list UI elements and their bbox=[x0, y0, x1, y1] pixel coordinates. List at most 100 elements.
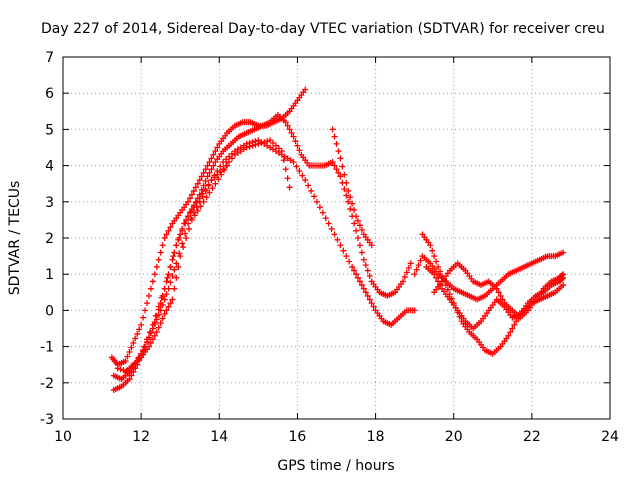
data-point bbox=[442, 282, 449, 289]
data-point bbox=[199, 190, 206, 197]
y-tick-label: 4 bbox=[45, 159, 54, 175]
data-point bbox=[296, 168, 303, 175]
series-10 bbox=[431, 260, 567, 321]
data-point bbox=[366, 273, 373, 280]
data-point bbox=[151, 332, 158, 339]
data-point bbox=[353, 271, 360, 278]
data-point bbox=[165, 271, 172, 278]
data-point bbox=[171, 285, 178, 292]
data-point bbox=[560, 282, 567, 289]
data-point bbox=[144, 300, 151, 307]
data-point bbox=[356, 242, 363, 249]
data-point bbox=[136, 326, 143, 333]
data-point bbox=[158, 294, 165, 301]
y-tick-label: 2 bbox=[45, 231, 54, 247]
data-point bbox=[411, 271, 418, 278]
data-point bbox=[507, 329, 514, 336]
data-point bbox=[155, 324, 162, 331]
data-point bbox=[347, 194, 354, 201]
data-point bbox=[212, 180, 219, 187]
data-point bbox=[343, 192, 350, 199]
series-4 bbox=[114, 137, 293, 375]
data-point bbox=[364, 292, 371, 299]
data-point bbox=[347, 206, 354, 213]
data-point bbox=[325, 220, 332, 227]
data-point bbox=[188, 216, 195, 223]
data-point bbox=[161, 235, 168, 241]
data-point bbox=[220, 158, 227, 165]
data-point bbox=[167, 224, 174, 231]
data-point bbox=[333, 140, 340, 147]
data-point bbox=[345, 187, 352, 194]
y-tick-label: 3 bbox=[45, 195, 54, 211]
data-point bbox=[140, 314, 147, 321]
data-point bbox=[190, 209, 197, 216]
data-point bbox=[149, 278, 156, 285]
data-point bbox=[328, 225, 335, 232]
data-point bbox=[341, 186, 348, 193]
data-point bbox=[280, 157, 287, 164]
data-point bbox=[351, 206, 358, 213]
data-point bbox=[353, 213, 360, 220]
data-point bbox=[429, 247, 436, 254]
data-point bbox=[208, 155, 215, 162]
data-point bbox=[155, 256, 162, 263]
data-point bbox=[308, 187, 315, 194]
data-point bbox=[152, 312, 159, 319]
data-point bbox=[147, 285, 154, 292]
data-point bbox=[169, 273, 176, 280]
data-point bbox=[151, 271, 158, 278]
data-point bbox=[218, 171, 225, 178]
data-point bbox=[433, 258, 440, 265]
data-point bbox=[368, 242, 375, 249]
data-point bbox=[331, 162, 338, 169]
data-point bbox=[165, 227, 172, 234]
data-point bbox=[343, 253, 350, 260]
data-point bbox=[167, 263, 174, 270]
data-point bbox=[180, 244, 187, 251]
data-point bbox=[186, 225, 193, 232]
data-point bbox=[299, 172, 306, 179]
data-point bbox=[202, 186, 209, 193]
series-6 bbox=[329, 126, 375, 249]
data-point bbox=[258, 139, 265, 146]
y-tick-label: -1 bbox=[40, 340, 54, 356]
data-point bbox=[345, 198, 352, 205]
data-point bbox=[349, 263, 356, 270]
data-point bbox=[284, 122, 291, 129]
data-point bbox=[337, 155, 344, 162]
data-point bbox=[206, 169, 213, 176]
data-point bbox=[159, 242, 166, 249]
data-point bbox=[146, 329, 153, 336]
data-point bbox=[495, 289, 502, 296]
data-point bbox=[204, 173, 211, 180]
data-point bbox=[163, 291, 170, 298]
data-point bbox=[159, 315, 166, 322]
data-point bbox=[296, 147, 303, 154]
data-point bbox=[153, 316, 160, 323]
data-point bbox=[351, 220, 358, 227]
data-point bbox=[356, 222, 363, 229]
data-point bbox=[157, 249, 164, 256]
data-point bbox=[282, 119, 289, 126]
data-point bbox=[264, 138, 271, 145]
data-point bbox=[493, 285, 500, 292]
data-point bbox=[194, 180, 201, 187]
data-point bbox=[284, 175, 291, 182]
data-point bbox=[211, 174, 218, 181]
data-point bbox=[370, 303, 377, 310]
data-point bbox=[305, 182, 312, 189]
y-tick-label: 6 bbox=[45, 86, 54, 102]
x-tick-label: 18 bbox=[367, 429, 385, 445]
data-point bbox=[505, 332, 512, 339]
data-point bbox=[417, 257, 424, 264]
series-layer bbox=[108, 86, 567, 394]
data-point bbox=[286, 126, 293, 133]
x-tick-label: 16 bbox=[289, 429, 307, 445]
data-point bbox=[212, 148, 219, 155]
data-point bbox=[197, 203, 204, 210]
x-tick-label: 12 bbox=[132, 429, 150, 445]
data-point bbox=[560, 271, 567, 278]
